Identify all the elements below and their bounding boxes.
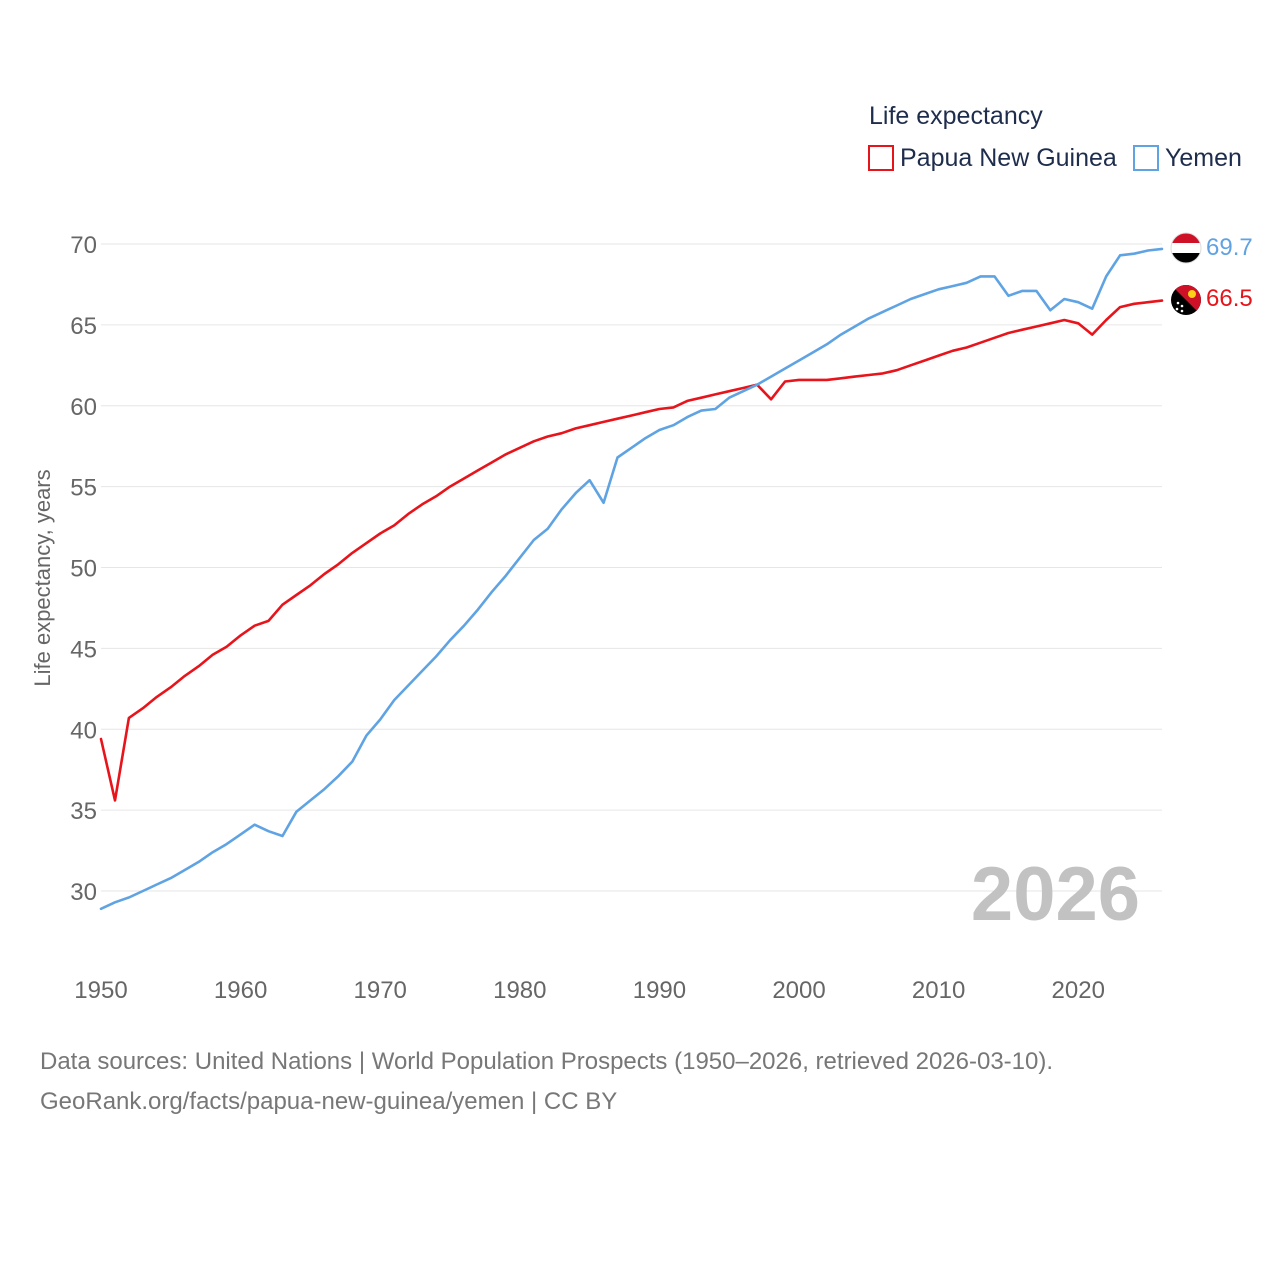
- x-tick-label: 1980: [493, 977, 546, 1004]
- life-expectancy-chart: Life expectancy Papua New Guinea Yemen L…: [30, 102, 1253, 1004]
- legend-item-papua-new-guinea[interactable]: Papua New Guinea: [868, 144, 1117, 172]
- year-watermark: 2026: [971, 852, 1140, 937]
- legend-title: Life expectancy: [869, 102, 1043, 130]
- data-source-line: Data sources: United Nations | World Pop…: [40, 1048, 1054, 1075]
- source-note: Data sources: United Nations | World Pop…: [40, 1042, 1053, 1122]
- yemen-flag-icon: [1171, 233, 1201, 263]
- series-lines: [99, 247, 1164, 911]
- y-tick-label: 65: [70, 313, 97, 340]
- papua-new-guinea-flag-icon: [1171, 285, 1201, 315]
- end-label-yemen: 69.7: [1206, 234, 1253, 261]
- series-line-yemen[interactable]: [99, 247, 1164, 911]
- x-tick-label: 2020: [1052, 977, 1105, 1004]
- legend-item-yemen[interactable]: Yemen: [1133, 144, 1242, 172]
- y-axis-label: Life expectancy, years: [30, 469, 55, 686]
- x-tick-label: 1990: [633, 977, 686, 1004]
- legend-label-yemen: Yemen: [1165, 144, 1242, 172]
- legend-swatch-yemen: [1133, 145, 1159, 171]
- x-axis-ticks: 1950 1960 1970 1980 1990 2000 2010 2020: [74, 977, 1105, 1004]
- end-label-papua-new-guinea: 66.5: [1206, 285, 1253, 312]
- y-tick-label: 70: [70, 232, 97, 259]
- gridlines: [101, 243, 1162, 892]
- x-tick-label: 2010: [912, 977, 965, 1004]
- x-tick-label: 1950: [74, 977, 127, 1004]
- y-tick-label: 55: [70, 475, 97, 502]
- attribution-link[interactable]: GeoRank.org/facts/papua-new-guinea/yemen…: [40, 1088, 618, 1115]
- y-tick-label: 50: [70, 556, 97, 583]
- y-tick-label: 45: [70, 636, 97, 663]
- legend-label-papua-new-guinea: Papua New Guinea: [900, 144, 1117, 172]
- x-tick-label: 1970: [354, 977, 407, 1004]
- yemen-flag-border: [1170, 232, 1202, 264]
- y-tick-label: 60: [70, 394, 97, 421]
- y-tick-label: 30: [70, 879, 97, 906]
- x-tick-label: 1960: [214, 977, 267, 1004]
- y-tick-label: 40: [70, 717, 97, 744]
- legend-swatch-papua-new-guinea: [868, 145, 894, 171]
- y-tick-label: 35: [70, 798, 97, 825]
- y-axis-ticks: 30 35 40 45 50 55 60 65 70: [70, 232, 97, 906]
- series-line-papua-new-guinea[interactable]: [99, 299, 1164, 802]
- x-tick-label: 2000: [772, 977, 825, 1004]
